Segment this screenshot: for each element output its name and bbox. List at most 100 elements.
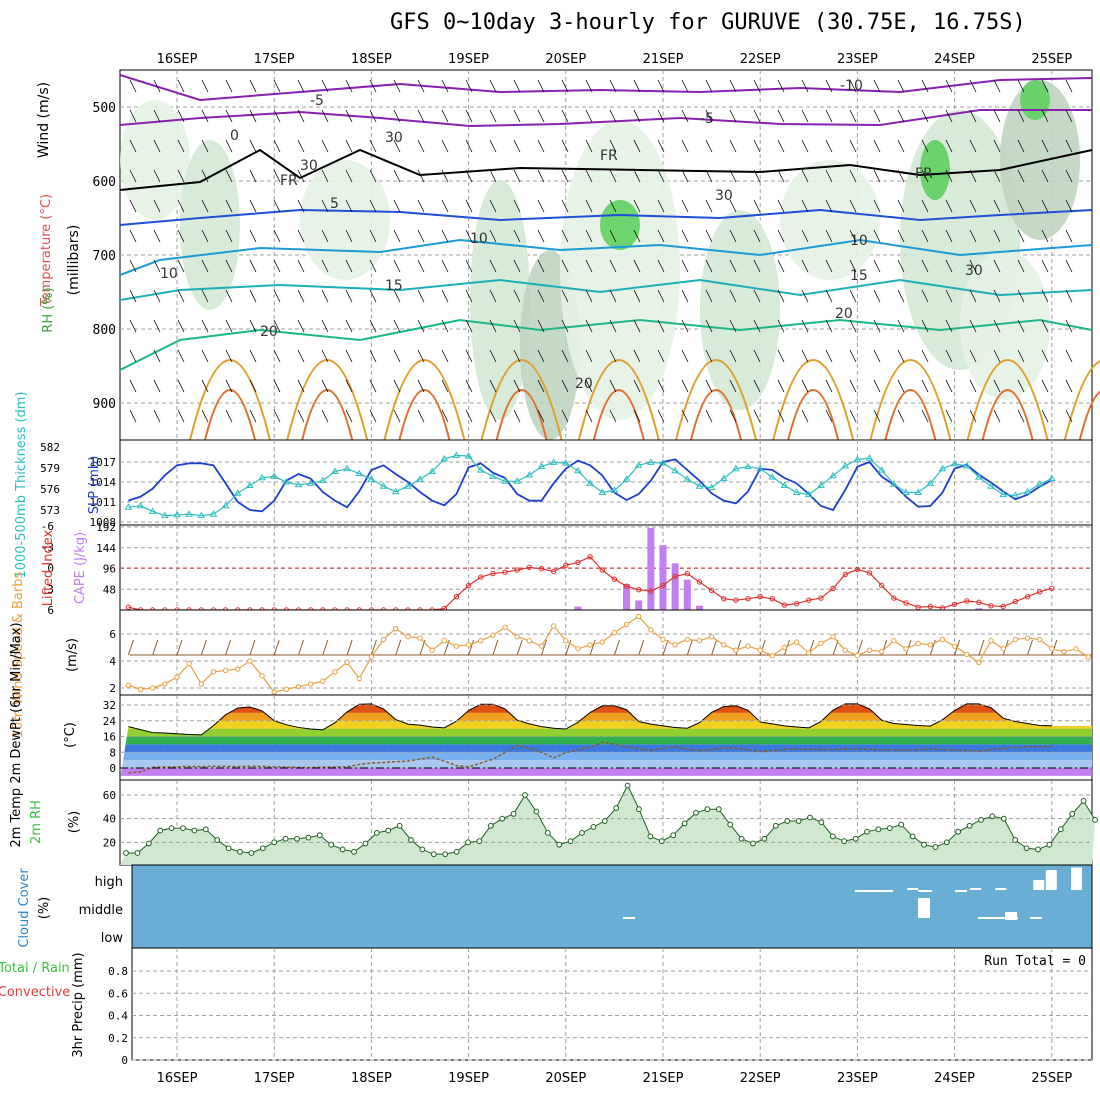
cloud-high-bar (1033, 880, 1045, 890)
wind-barb (561, 409, 569, 423)
wind-barb (537, 79, 545, 93)
wind-barb (393, 349, 401, 363)
rh-marker (544, 829, 551, 836)
wind-barb (153, 109, 161, 123)
wind-barb (585, 109, 593, 123)
cape-tick: 192 (96, 521, 116, 534)
wind-barb (513, 109, 521, 123)
wind-barb (465, 349, 473, 363)
wind-barb (273, 169, 281, 183)
wind-speed-marker (1036, 636, 1043, 643)
wind-barb (825, 289, 833, 303)
wind-barb (537, 319, 545, 333)
wind-barb (969, 139, 977, 153)
cape-tick: 96 (103, 563, 116, 576)
wind-barb (393, 319, 401, 333)
thickness-marker (938, 464, 947, 472)
rh-marker (180, 825, 186, 832)
rh-shading (120, 100, 190, 220)
rh-marker (761, 835, 768, 842)
wind-barb (489, 289, 497, 303)
top-date-label: 18SEP (351, 52, 392, 67)
wind-speed-marker (550, 623, 557, 629)
rh-marker (579, 829, 585, 836)
wind-barb (513, 139, 521, 153)
panel-labels: 16SEP 16SEP 17SEP 17SEP 18SEP 18SEP 19SEP 19SEP… (0, 52, 1072, 1086)
wind-barb (753, 139, 761, 153)
wind-barb (585, 349, 593, 363)
wind-speed-marker (283, 686, 290, 693)
wind-barb (321, 109, 329, 123)
wind-axis-label: 10m Wind Speed & Barbs (11, 572, 26, 739)
wind-barb (177, 79, 185, 93)
wind-barb (321, 379, 329, 393)
wind-barb (1041, 229, 1049, 243)
wind-barb (153, 259, 161, 273)
top-date-label: 22SEP (740, 52, 781, 67)
warm-contour (592, 389, 645, 441)
wind-barb (873, 319, 881, 333)
wind-speed-marker (672, 642, 678, 648)
bottom-date-label: 23SEP (837, 1071, 878, 1086)
li-tick: 3 (47, 583, 54, 596)
wind-barb (441, 259, 449, 273)
wind-speed-marker (891, 638, 897, 644)
temp-band (120, 752, 1092, 761)
top-date-label: 21SEP (643, 52, 684, 67)
thickness-marker (416, 475, 424, 482)
precip-panel: 0.8 0.6 0.4 0.2 0 Run Total = 0 (108, 947, 1093, 1067)
wind-barb (345, 199, 353, 213)
wind-barb (489, 139, 497, 153)
thickness-marker (646, 458, 655, 465)
wind-barb (753, 79, 761, 93)
contour-label: 30 (385, 130, 403, 146)
lifted-index-marker (696, 579, 703, 585)
wind-barb (201, 379, 209, 393)
wind-barb (801, 349, 809, 363)
thickness-marker (197, 511, 206, 519)
wind-barb (681, 259, 689, 273)
thickness-marker (452, 451, 461, 458)
lifted-index-marker (854, 566, 861, 573)
rh-shading (560, 120, 680, 420)
rh-marker (339, 846, 346, 853)
rh-shading (470, 180, 530, 420)
wind-barb (705, 79, 713, 93)
rh-marker (499, 815, 506, 822)
cloud-level-label: middle (79, 903, 123, 918)
wind-barb (345, 109, 353, 123)
wind-barb (129, 229, 137, 243)
thickness-marker (877, 466, 886, 473)
wind-speed-marker (1085, 654, 1091, 660)
wind-speed-marker (1061, 648, 1067, 655)
wind-barb (921, 349, 929, 363)
wind-barb (127, 639, 134, 656)
thickness-marker (561, 459, 570, 466)
wind-barb (321, 349, 329, 363)
thickness-marker (318, 476, 327, 484)
wind-barb (873, 79, 881, 93)
slp-tick: 1014 (90, 476, 117, 489)
temperature-axis-label: Temperature (°C) (39, 194, 54, 307)
wind-speed-marker (344, 659, 350, 666)
wind-barb (1065, 169, 1073, 183)
wind-barb (585, 199, 593, 213)
thickness-marker (926, 479, 935, 486)
wind-barb (273, 199, 281, 213)
wind-barb (177, 379, 185, 393)
lifted-index-marker (708, 587, 715, 594)
temp-contour (119, 148, 1093, 191)
lifted-index-axis-label: Lifted Index (41, 529, 56, 606)
thickness-marker (343, 464, 351, 472)
cloud-mid-bar (955, 890, 967, 892)
wind-barb (873, 409, 881, 423)
wind-barb (561, 229, 569, 243)
wind-barb (393, 289, 401, 303)
wind-barb (417, 79, 425, 93)
rh-marker (294, 835, 300, 842)
wind-speed-marker (915, 640, 921, 647)
temp-unit-label: (°C) (63, 722, 78, 748)
wind-barb (897, 229, 905, 243)
wind-barb (1017, 109, 1025, 123)
wind-barb (873, 199, 881, 213)
